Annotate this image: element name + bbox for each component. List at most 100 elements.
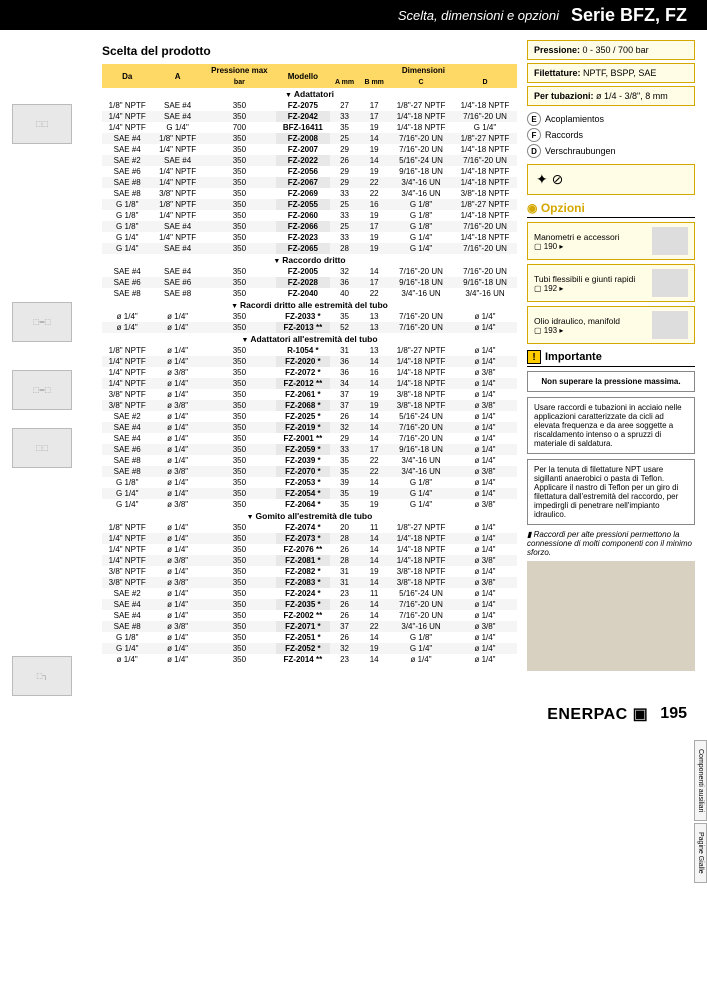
brand-logo: ENERPAC ▣ xyxy=(547,704,648,724)
table-cell: 1/4"-18 NPTF xyxy=(453,144,517,155)
table-cell: 7/16"-20 UN xyxy=(389,433,453,444)
table-cell: 29 xyxy=(330,177,359,188)
table-cell: ø 3/8" xyxy=(152,577,202,588)
table-cell: 1/8" NPTF xyxy=(102,345,152,356)
note-box: Non superare la pressione massima. xyxy=(527,371,695,392)
table-cell: 26 xyxy=(330,632,359,643)
table-cell: 350 xyxy=(203,288,276,299)
table-cell: G 1/4" xyxy=(152,122,202,133)
table-cell: 3/4"-16 UN xyxy=(389,288,453,299)
table-cell: ø 1/4" xyxy=(453,444,517,455)
table-cell: ø 1/4" xyxy=(389,654,453,665)
table-cell: 33 xyxy=(330,444,359,455)
table-row: SAE #83/8" NPTF350FZ-206933223/4"-16 UN3… xyxy=(102,188,517,199)
table-cell: ø 1/4" xyxy=(102,322,152,333)
table-cell: FZ-2033 * xyxy=(276,311,330,322)
table-row: ø 1/4"ø 1/4"350FZ-2013 **52137/16"-20 UN… xyxy=(102,322,517,333)
table-row: SAE #4SAE #4350FZ-200532147/16"-20 UN7/1… xyxy=(102,266,517,277)
table-cell: ø 1/4" xyxy=(152,599,202,610)
lang-badge: E xyxy=(527,112,541,126)
table-cell: 26 xyxy=(330,411,359,422)
table-cell: SAE #8 xyxy=(102,466,152,477)
table-cell: 14 xyxy=(359,533,389,544)
table-cell: 350 xyxy=(203,499,276,510)
table-cell: 14 xyxy=(359,356,389,367)
table-cell: 1/4"-18 NPTF xyxy=(389,544,453,555)
table-cell: 350 xyxy=(203,221,276,232)
table-cell: SAE #6 xyxy=(102,444,152,455)
table-row: G 1/8"1/4" NPTF350FZ-20603319G 1/8"1/4"-… xyxy=(102,210,517,221)
table-cell: 1/4"-18 NPTF xyxy=(389,555,453,566)
table-cell: ø 1/4" xyxy=(453,488,517,499)
table-cell: FZ-2002 ** xyxy=(276,610,330,621)
table-cell: 1/4"-18 NPTF xyxy=(389,111,453,122)
table-cell: 350 xyxy=(203,411,276,422)
table-cell: G 1/4" xyxy=(389,499,453,510)
lang-badge: F xyxy=(527,128,541,142)
table-cell: FZ-2056 xyxy=(276,166,330,177)
table-row: 1/4" NPTFø 1/4"350FZ-2076 **26141/4"-18 … xyxy=(102,544,517,555)
th-press: Pressione max xyxy=(203,64,276,77)
table-cell: 1/8"-27 NPTF xyxy=(389,100,453,111)
table-cell: 3/4"-16 UN xyxy=(453,288,517,299)
table-cell: FZ-2052 * xyxy=(276,643,330,654)
fitting-icon-adapter: ⬚⬚ xyxy=(12,104,72,144)
table-cell: G 1/8" xyxy=(389,210,453,221)
table-cell: ø 1/4" xyxy=(152,389,202,400)
table-cell: SAE #8 xyxy=(102,455,152,466)
side-tab-1: Componenti ausiliari xyxy=(694,740,707,821)
th-d: D xyxy=(453,77,517,88)
option-title: Olio idraulico, manifold xyxy=(534,316,648,326)
table-row: SAE #8ø 3/8"350FZ-2071 *37223/4"-16 UNø … xyxy=(102,621,517,632)
table-cell: SAE #2 xyxy=(102,155,152,166)
table-cell: ø 1/4" xyxy=(152,610,202,621)
table-cell: SAE #4 xyxy=(152,100,202,111)
table-cell: 13 xyxy=(359,345,389,356)
lang-label: Verschraubungen xyxy=(545,146,616,156)
table-cell: 350 xyxy=(203,155,276,166)
table-cell: 19 xyxy=(359,389,389,400)
table-cell: FZ-2040 xyxy=(276,288,330,299)
table-cell: 3/4"-16 UN xyxy=(389,621,453,632)
table-cell: FZ-2083 * xyxy=(276,577,330,588)
table-cell: ø 1/4" xyxy=(152,433,202,444)
table-cell: FZ-2064 * xyxy=(276,499,330,510)
table-cell: 3/8"-18 NPTF xyxy=(389,400,453,411)
table-cell: 35 xyxy=(330,455,359,466)
table-row: SAE #41/8" NPTF350FZ-200825147/16"-20 UN… xyxy=(102,133,517,144)
table-cell: ø 3/8" xyxy=(152,466,202,477)
table-cell: 35 xyxy=(330,466,359,477)
table-cell: ø 1/4" xyxy=(152,422,202,433)
table-row: 3/8" NPTFø 3/8"350FZ-2083 *31143/8"-18 N… xyxy=(102,577,517,588)
table-cell: 25 xyxy=(330,199,359,210)
table-cell: ø 1/4" xyxy=(453,566,517,577)
table-cell: 350 xyxy=(203,266,276,277)
table-cell: 7/16"-20 UN xyxy=(453,111,517,122)
table-cell: 350 xyxy=(203,400,276,411)
table-cell: SAE #8 xyxy=(102,177,152,188)
table-cell: SAE #4 xyxy=(152,155,202,166)
table-cell: FZ-2055 xyxy=(276,199,330,210)
table-cell: ø 1/4" xyxy=(453,599,517,610)
table-cell: SAE #6 xyxy=(152,277,202,288)
table-row: SAE #61/4" NPTF350FZ-205629199/16"-18 UN… xyxy=(102,166,517,177)
table-cell: 350 xyxy=(203,466,276,477)
table-cell: 13 xyxy=(359,311,389,322)
table-cell: 31 xyxy=(330,577,359,588)
table-cell: 1/8" NPTF xyxy=(152,199,202,210)
table-cell: 3/8" NPTF xyxy=(102,577,152,588)
table-cell: G 1/4" xyxy=(389,232,453,243)
table-row: ø 1/4"ø 1/4"350FZ-2033 *35137/16"-20 UNø… xyxy=(102,311,517,322)
option-thumbnail xyxy=(652,269,688,297)
table-cell: 33 xyxy=(330,188,359,199)
table-cell: FZ-2074 * xyxy=(276,522,330,533)
table-cell: 37 xyxy=(330,621,359,632)
table-cell: 16 xyxy=(359,367,389,378)
table-cell: ø 1/4" xyxy=(152,378,202,389)
table-cell: ø 1/4" xyxy=(102,654,152,665)
table-cell: ø 1/4" xyxy=(152,444,202,455)
table-row: SAE #8ø 3/8"350FZ-2070 *35223/4"-16 UNø … xyxy=(102,466,517,477)
table-cell: 350 xyxy=(203,654,276,665)
table-cell: 29 xyxy=(330,166,359,177)
table-cell: 1/4" NPTF xyxy=(102,356,152,367)
